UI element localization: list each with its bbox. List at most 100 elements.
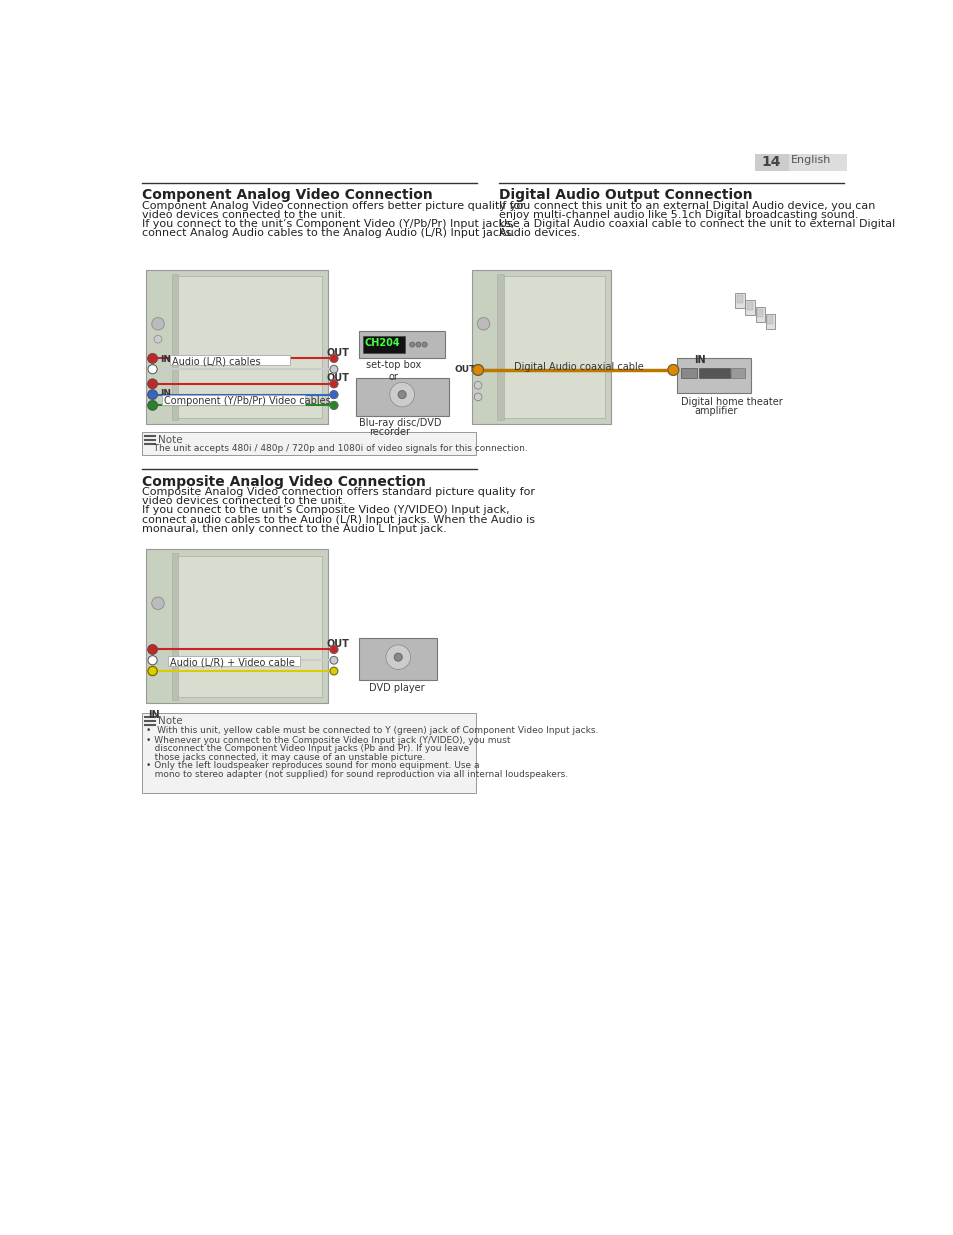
Text: If you connect to the unit’s Component Video (Y/Pb/Pr) Input jacks,: If you connect to the unit’s Component V… — [142, 219, 515, 228]
Circle shape — [154, 336, 162, 343]
Circle shape — [148, 379, 157, 389]
Text: or: or — [389, 372, 398, 383]
Circle shape — [330, 354, 337, 362]
Circle shape — [397, 390, 406, 399]
FancyBboxPatch shape — [731, 368, 744, 378]
Text: video devices connected to the unit.: video devices connected to the unit. — [142, 210, 346, 220]
Text: •  With this unit, yellow cable must be connected to Y (green) jack of Component: • With this unit, yellow cable must be c… — [146, 726, 598, 736]
FancyBboxPatch shape — [359, 331, 444, 358]
Text: Composite Analog Video connection offers standard picture quality for: Composite Analog Video connection offers… — [142, 487, 535, 496]
Text: OUT: OUT — [326, 638, 349, 648]
Text: If you connect this unit to an external Digital Audio device, you can: If you connect this unit to an external … — [498, 200, 875, 210]
Text: connect audio cables to the Audio (L/R) Input jacks. When the Audio is: connect audio cables to the Audio (L/R) … — [142, 515, 535, 525]
FancyBboxPatch shape — [170, 354, 290, 366]
Circle shape — [667, 364, 679, 375]
Circle shape — [330, 366, 337, 373]
FancyBboxPatch shape — [146, 270, 328, 424]
Circle shape — [148, 667, 157, 676]
FancyBboxPatch shape — [142, 431, 476, 454]
FancyBboxPatch shape — [744, 300, 754, 315]
FancyBboxPatch shape — [757, 309, 762, 317]
Text: Component (Y/Pb/Pr) Video cables: Component (Y/Pb/Pr) Video cables — [164, 396, 331, 406]
Text: disconnect the Component Video Input jacks (Pb and Pr). If you leave: disconnect the Component Video Input jac… — [146, 745, 469, 753]
Text: recorder: recorder — [369, 427, 410, 437]
FancyBboxPatch shape — [497, 274, 503, 420]
FancyBboxPatch shape — [736, 295, 742, 303]
FancyBboxPatch shape — [177, 556, 322, 698]
FancyBboxPatch shape — [788, 154, 846, 172]
FancyBboxPatch shape — [699, 368, 729, 378]
Text: DVD player: DVD player — [369, 683, 424, 693]
Text: IN: IN — [694, 354, 705, 364]
FancyBboxPatch shape — [146, 550, 328, 704]
FancyBboxPatch shape — [735, 293, 744, 309]
FancyBboxPatch shape — [680, 368, 696, 378]
FancyBboxPatch shape — [355, 378, 448, 416]
Text: those jacks connected, it may cause of an unstable picture.: those jacks connected, it may cause of a… — [146, 752, 425, 762]
FancyBboxPatch shape — [754, 154, 788, 172]
Text: • Only the left loudspeaker reproduces sound for mono equipment. Use a: • Only the left loudspeaker reproduces s… — [146, 761, 479, 771]
Text: Blu-ray disc/DVD: Blu-ray disc/DVD — [359, 419, 441, 429]
Text: CH204: CH204 — [365, 338, 400, 348]
Text: video devices connected to the unit.: video devices connected to the unit. — [142, 496, 346, 506]
Text: Digital Audio Output Connection: Digital Audio Output Connection — [498, 188, 752, 203]
FancyBboxPatch shape — [162, 395, 305, 405]
Text: Composite Analog Video Connection: Composite Analog Video Connection — [142, 474, 426, 489]
FancyBboxPatch shape — [766, 316, 773, 324]
Circle shape — [474, 393, 481, 401]
Text: IN: IN — [160, 354, 172, 363]
Circle shape — [148, 656, 157, 664]
Text: amplifier: amplifier — [694, 406, 737, 416]
Text: Note: Note — [158, 716, 182, 726]
Circle shape — [148, 401, 157, 410]
Text: If you connect to the unit’s Composite Video (Y/VIDEO) Input jack,: If you connect to the unit’s Composite V… — [142, 505, 510, 515]
Text: Digital home theater: Digital home theater — [680, 396, 782, 406]
Circle shape — [330, 380, 337, 388]
FancyBboxPatch shape — [472, 270, 611, 424]
Circle shape — [330, 656, 337, 664]
Text: English: English — [790, 156, 831, 165]
Text: IN: IN — [160, 389, 172, 398]
Text: mono to stereo adapter (not supplied) for sound reproduction via all internal lo: mono to stereo adapter (not supplied) fo… — [146, 769, 568, 778]
FancyBboxPatch shape — [142, 713, 476, 793]
Text: Audio devices.: Audio devices. — [498, 228, 579, 238]
FancyBboxPatch shape — [677, 358, 750, 393]
Circle shape — [152, 597, 164, 609]
Circle shape — [330, 401, 337, 409]
Circle shape — [148, 364, 157, 374]
Text: Audio (L/R) + Video cable: Audio (L/R) + Video cable — [171, 657, 295, 667]
Circle shape — [148, 390, 157, 399]
Text: enjoy multi-channel audio like 5.1ch Digital broadcasting sound.: enjoy multi-channel audio like 5.1ch Dig… — [498, 210, 858, 220]
Text: • Whenever you connect to the Composite Video Input jack (Y/VIDEO), you must: • Whenever you connect to the Composite … — [146, 736, 511, 745]
Text: Use a Digital Audio coaxial cable to connect the unit to external Digital: Use a Digital Audio coaxial cable to con… — [498, 219, 894, 228]
FancyBboxPatch shape — [755, 306, 764, 322]
Circle shape — [330, 390, 337, 399]
FancyBboxPatch shape — [746, 303, 753, 310]
Text: The unit accepts 480i / 480p / 720p and 1080i of video signals for this connecti: The unit accepts 480i / 480p / 720p and … — [145, 443, 527, 453]
Circle shape — [410, 342, 415, 347]
Circle shape — [416, 342, 420, 347]
Text: OUT: OUT — [455, 366, 476, 374]
Circle shape — [394, 653, 402, 661]
Text: set-top box: set-top box — [365, 359, 420, 370]
Text: OUT: OUT — [326, 347, 349, 358]
Text: 14: 14 — [760, 156, 781, 169]
Circle shape — [422, 342, 427, 347]
Circle shape — [330, 667, 337, 674]
Circle shape — [330, 646, 337, 653]
Text: Digital Audio coaxial cable: Digital Audio coaxial cable — [514, 362, 643, 372]
FancyBboxPatch shape — [502, 275, 604, 417]
Circle shape — [390, 383, 415, 406]
Text: IN: IN — [148, 710, 159, 720]
Circle shape — [476, 317, 489, 330]
Circle shape — [385, 645, 410, 669]
Circle shape — [148, 645, 157, 655]
Text: Note: Note — [158, 435, 182, 445]
Text: Audio (L/R) cables: Audio (L/R) cables — [172, 356, 260, 366]
Circle shape — [474, 382, 481, 389]
Circle shape — [152, 317, 164, 330]
Text: OUT: OUT — [326, 373, 349, 383]
Circle shape — [148, 353, 157, 363]
Text: connect Analog Audio cables to the Analog Audio (L/R) Input jacks.: connect Analog Audio cables to the Analo… — [142, 228, 515, 238]
FancyBboxPatch shape — [172, 553, 178, 699]
